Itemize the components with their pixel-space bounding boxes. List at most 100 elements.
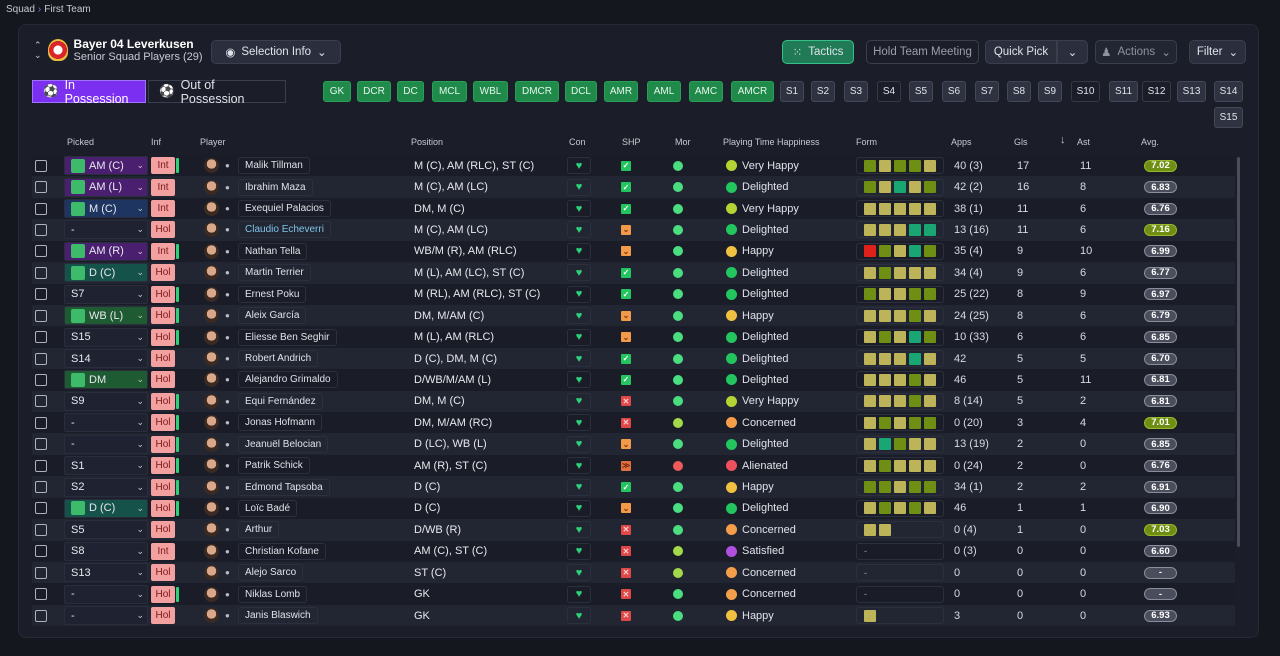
row-checkbox[interactable] <box>35 481 47 494</box>
quick-pick-button[interactable]: Quick Pick <box>985 40 1057 64</box>
col-apps[interactable]: Apps <box>951 137 972 147</box>
picked-position-select[interactable]: AM (R) ⌄ <box>64 241 148 261</box>
table-row[interactable]: M (C) ⌄ Int ● Exequiel Palacios DM, M (C)… <box>32 197 1235 220</box>
col-ast[interactable]: Ast <box>1077 137 1091 147</box>
position-button-amcr[interactable]: AMCR <box>731 81 774 102</box>
sub-slot-button-s3[interactable]: S3 <box>844 81 868 102</box>
player-name[interactable]: Loïc Badé <box>238 499 298 517</box>
row-checkbox[interactable] <box>35 438 47 451</box>
position-button-amc[interactable]: AMC <box>689 81 723 102</box>
player-name[interactable]: Patrik Schick <box>238 457 310 475</box>
picked-position-select[interactable]: S1 ⌄ <box>64 456 148 476</box>
table-row[interactable]: S13 ⌄ Hol ● Alejo Sarco ST (C) ♥ ✕ Concer… <box>32 562 1235 584</box>
col-mor[interactable]: Mor <box>675 137 691 147</box>
table-row[interactable]: S7 ⌄ Hol ● Ernest Poku M (RL), AM (RLC), … <box>32 283 1235 305</box>
player-name[interactable]: Janis Blaswich <box>238 607 318 625</box>
row-checkbox[interactable] <box>35 373 47 386</box>
picked-position-select[interactable]: - ⌄ <box>64 413 148 433</box>
row-checkbox[interactable] <box>35 502 47 515</box>
col-avg[interactable]: Avg. <box>1141 137 1159 147</box>
sub-slot-button-s1[interactable]: S1 <box>780 81 804 102</box>
picked-position-select[interactable]: DM ⌄ <box>64 370 148 390</box>
col-gls[interactable]: Gls <box>1014 137 1028 147</box>
picked-position-select[interactable]: - ⌄ <box>64 606 148 626</box>
row-checkbox[interactable] <box>35 588 47 601</box>
picked-position-select[interactable]: S14 ⌄ <box>64 349 148 368</box>
picked-position-select[interactable]: S13 ⌄ <box>64 563 148 583</box>
picked-position-select[interactable]: S8 ⌄ <box>64 541 148 561</box>
picked-position-select[interactable]: AM (L) ⌄ <box>64 177 148 197</box>
sub-slot-button-s15[interactable]: S15 <box>1214 107 1243 128</box>
player-name[interactable]: Martin Terrier <box>238 264 311 282</box>
position-button-dcr[interactable]: DCR <box>357 81 391 102</box>
table-row[interactable]: D (C) ⌄ Hol ● Martin Terrier M (L), AM (L… <box>32 262 1235 284</box>
col-form[interactable]: Form <box>856 137 877 147</box>
col-picked[interactable]: Picked <box>67 137 95 147</box>
sub-slot-button-s2[interactable]: S2 <box>811 81 835 102</box>
player-name[interactable]: Malik Tillman <box>238 157 310 175</box>
picked-position-select[interactable]: - ⌄ <box>64 434 148 454</box>
row-checkbox[interactable] <box>35 309 47 322</box>
col-inf[interactable]: Inf <box>151 137 162 147</box>
table-row[interactable]: - ⌄ Hol ● Niklas Lomb GK ♥ ✕ Concerned - … <box>32 583 1235 605</box>
sub-slot-button-s13[interactable]: S13 <box>1177 81 1206 102</box>
row-checkbox[interactable] <box>35 609 47 622</box>
player-name[interactable]: Niklas Lomb <box>238 585 308 603</box>
col-player[interactable]: Player <box>200 137 226 147</box>
breadcrumb-squad[interactable]: Squad <box>6 4 35 15</box>
tab-in-possession[interactable]: ⚽ In Possession <box>32 78 146 106</box>
player-name[interactable]: Robert Andrich <box>238 350 319 367</box>
player-name[interactable]: Nathan Tella <box>238 242 308 260</box>
hold-team-meeting-button[interactable]: Hold Team Meeting <box>866 40 979 64</box>
table-row[interactable]: AM (C) ⌄ Int ● Malik Tillman M (C), AM (R… <box>32 155 1235 177</box>
row-checkbox[interactable] <box>35 523 47 536</box>
actions-dropdown[interactable]: ♟ Actions ⌄ <box>1095 40 1177 64</box>
sub-slot-button-s8[interactable]: S8 <box>1007 81 1031 102</box>
table-row[interactable]: S5 ⌄ Hol ● Arthur D/WB (R) ♥ ✕ Concerned … <box>32 519 1235 541</box>
picked-position-select[interactable]: - ⌄ <box>64 220 148 240</box>
tactics-button[interactable]: ⁙ Tactics <box>782 40 854 64</box>
row-checkbox[interactable] <box>35 223 47 236</box>
tab-out-of-possession[interactable]: ⚽ Out of Possession <box>148 78 286 106</box>
table-row[interactable]: - ⌄ Hol ● Jonas Hofmann DM, M/AM (RC) ♥ ✕… <box>32 412 1235 434</box>
player-name[interactable]: Exequiel Palacios <box>238 200 331 218</box>
row-checkbox[interactable] <box>35 566 47 579</box>
sub-slot-button-s4[interactable]: S4 <box>877 81 901 102</box>
player-name[interactable]: Jonas Hofmann <box>238 414 323 432</box>
row-checkbox[interactable] <box>35 202 47 215</box>
sub-slot-button-s14[interactable]: S14 <box>1214 81 1243 102</box>
picked-position-select[interactable]: S9 ⌄ <box>64 391 148 411</box>
sub-slot-button-s7[interactable]: S7 <box>975 81 999 102</box>
position-button-dcl[interactable]: DCL <box>565 81 597 102</box>
table-row[interactable]: S8 ⌄ Int ● Christian Kofane AM (C), ST (C… <box>32 540 1235 563</box>
picked-position-select[interactable]: - ⌄ <box>64 584 148 604</box>
chevron-up-icon[interactable]: ⌃ <box>34 40 42 50</box>
table-row[interactable]: S14 ⌄ Hol ● Robert Andrich D (C), DM, M (… <box>32 347 1235 370</box>
picked-position-select[interactable]: M (C) ⌄ <box>64 199 148 219</box>
player-name[interactable]: Christian Kofane <box>238 542 326 560</box>
picked-position-select[interactable]: S2 ⌄ <box>64 477 148 497</box>
table-scrollbar[interactable] <box>1237 157 1240 547</box>
table-row[interactable]: D (C) ⌄ Hol ● Loïc Badé D (C) ♥ ⌄ Delight… <box>32 497 1235 520</box>
sub-slot-button-s9[interactable]: S9 <box>1038 81 1062 102</box>
sub-slot-button-s12[interactable]: S12 <box>1142 81 1171 102</box>
player-name[interactable]: Ibrahim Maza <box>238 178 313 196</box>
player-name[interactable]: Arthur <box>238 521 280 539</box>
player-name[interactable]: Claudio Echeverri <box>238 221 331 239</box>
col-position[interactable]: Position <box>411 137 444 147</box>
player-name[interactable]: Eliesse Ben Seghir <box>238 328 337 346</box>
picked-position-select[interactable]: WB (L) ⌄ <box>64 306 148 326</box>
player-name[interactable]: Aleix García <box>238 307 307 325</box>
picked-position-select[interactable]: S5 ⌄ <box>64 520 148 540</box>
position-button-mcl[interactable]: MCL <box>432 81 467 102</box>
position-button-aml[interactable]: AML <box>647 81 681 102</box>
selection-info-dropdown[interactable]: ◉ Selection Info ⌄ <box>211 40 341 64</box>
player-name[interactable]: Equi Fernández <box>238 392 323 410</box>
row-checkbox[interactable] <box>35 545 47 558</box>
table-row[interactable]: WB (L) ⌄ Hol ● Aleix García DM, M/AM (C) … <box>32 304 1235 327</box>
row-checkbox[interactable] <box>35 331 47 344</box>
row-checkbox[interactable] <box>35 395 47 408</box>
row-checkbox[interactable] <box>35 352 47 365</box>
picked-position-select[interactable]: AM (C) ⌄ <box>64 156 148 176</box>
table-row[interactable]: - ⌄ Hol ● Claudio Echeverri M (C), AM (LC… <box>32 219 1235 241</box>
